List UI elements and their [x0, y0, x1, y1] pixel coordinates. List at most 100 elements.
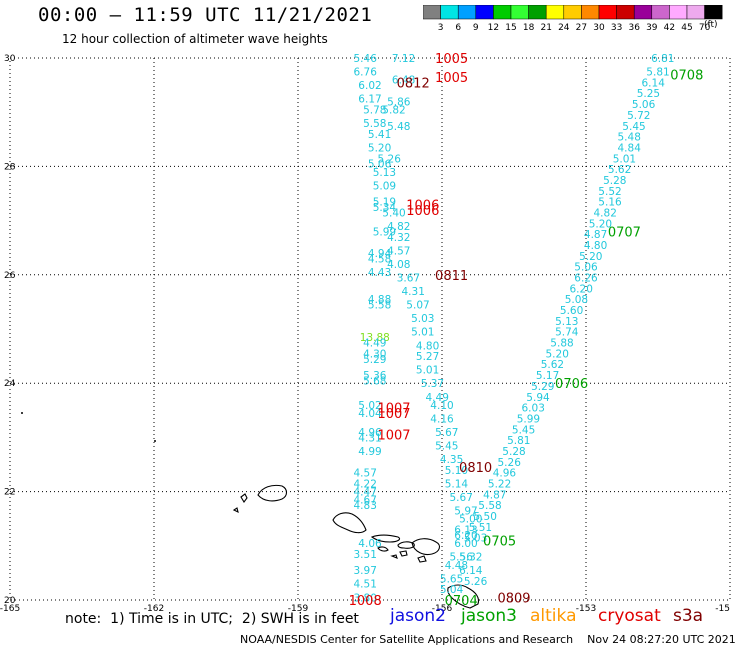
- wave-height-value: 5.45: [435, 441, 458, 453]
- wave-height-value: 4.10: [430, 400, 453, 412]
- wave-height-value: 5.13: [555, 316, 578, 328]
- wave-height-value: 5.67: [435, 427, 458, 439]
- lon-tick-label: -156: [432, 604, 453, 614]
- wave-height-value: 5.48: [618, 132, 641, 144]
- wave-height-value: 5.25: [637, 88, 660, 100]
- wave-height-value: 5.01: [613, 153, 636, 165]
- wave-height-value: 4.84: [618, 142, 642, 154]
- color-swatch: [704, 5, 723, 20]
- color-scale-units: (ft): [704, 20, 718, 30]
- wave-height-value: 5.62: [541, 359, 564, 371]
- wave-height-value: 4.80: [584, 240, 607, 252]
- wave-height-value: 7.12: [392, 53, 415, 65]
- wave-height-value: 5.27: [416, 351, 439, 363]
- wave-height-value: 5.07: [406, 300, 429, 312]
- wave-height-value: 4.57: [354, 468, 377, 480]
- legend-jason3: jason3: [461, 606, 517, 626]
- wave-height-value: 4.88: [368, 294, 391, 306]
- pass-time-labels: 1005100508121006100608111007100710071008…: [349, 52, 704, 609]
- wave-height-value: 5.40: [382, 207, 405, 219]
- wave-height-value: 5.13: [373, 167, 396, 179]
- pass-time-label: 0707: [608, 225, 641, 240]
- wave-height-value: 4.08: [387, 259, 410, 271]
- wave-height-value: 5.19: [373, 197, 396, 209]
- wave-height-value: 6.03: [522, 403, 545, 415]
- footer-note: note: 1) Time is in UTC; 2) SWH is in fe…: [65, 611, 359, 627]
- wave-height-value: 5.01: [416, 365, 439, 377]
- wave-height-value: 5.26: [378, 153, 402, 165]
- wave-height-value: 5.46: [354, 53, 378, 65]
- wave-height-value: 5.99: [517, 413, 540, 425]
- color-scale-label: 24: [558, 23, 570, 33]
- color-swatch: [475, 5, 494, 20]
- pass-time-label: 0705: [483, 534, 516, 549]
- wave-height-value: 5.20: [368, 142, 391, 154]
- wave-height-value: 5.56: [450, 552, 474, 564]
- color-scale-label: 3: [438, 23, 444, 33]
- wave-height-value: 4.96: [493, 468, 517, 480]
- wave-height-value: 6.13: [454, 525, 477, 537]
- wave-height-value: 4.57: [387, 245, 410, 257]
- wave-height-value: 4.06: [358, 538, 382, 550]
- pass-time-label: 1005: [435, 71, 468, 86]
- wave-height-value: 3.67: [397, 273, 420, 285]
- wave-height-value: 5.20: [546, 348, 569, 360]
- color-swatch: [686, 5, 705, 20]
- wave-height-value: 5.50: [474, 511, 497, 523]
- color-swatch: [669, 5, 688, 20]
- wave-height-value: 4.49: [363, 338, 386, 350]
- lon-tick-label: -15: [715, 604, 730, 614]
- wave-height-value: 5.03: [411, 313, 434, 325]
- color-scale-label: 30: [593, 23, 605, 33]
- wave-height-labels: 5.46 7.12 6.76 6.48 6.02 6.17 5.865.785.82 5.58…: [354, 53, 675, 604]
- wave-height-value: 4.31: [358, 432, 381, 444]
- wave-height-value: 5.28: [502, 446, 525, 458]
- color-scale-label: 15: [505, 23, 516, 33]
- pass-time-label: 1007: [377, 429, 410, 444]
- wave-height-value: 5.00: [459, 514, 482, 526]
- pass-time-label: 0708: [670, 68, 703, 83]
- lon-tick-label: -159: [288, 604, 309, 614]
- pass-time-label: 0704: [445, 594, 478, 609]
- wave-height-value: 5.94: [526, 392, 550, 404]
- wave-height-value: 4.49: [426, 392, 449, 404]
- wave-height-value: 5.10: [445, 465, 468, 477]
- wave-height-value: 5.97: [454, 506, 477, 518]
- color-scale-label: 12: [488, 23, 499, 33]
- wave-height-value: 5.01: [411, 327, 434, 339]
- wave-height-value: 4.82: [594, 207, 617, 219]
- wave-height-value: 4.87: [584, 229, 607, 241]
- lat-tick-label: 22: [4, 488, 15, 498]
- color-scale-label: 18: [523, 23, 535, 33]
- wave-height-value: 6.14: [459, 565, 483, 577]
- color-scale-label: 21: [540, 23, 551, 33]
- pass-time-label: 0812: [397, 76, 430, 91]
- wave-height-value: 5.04: [440, 584, 464, 596]
- wave-height-value: 5.16: [598, 197, 622, 209]
- axis-tick-labels: 30 28 26 24 22 20-165 -162 -159 -156 -153 -15: [0, 54, 730, 614]
- color-swatch: [651, 5, 670, 20]
- small-islets: [21, 412, 156, 442]
- wave-height-value: 4.99: [358, 446, 381, 458]
- wave-height-value: 6.02: [358, 80, 381, 92]
- wave-height-value: 5.48: [387, 121, 410, 133]
- wave-height-value: 5.20: [589, 218, 612, 230]
- wave-height-value: 5.37: [421, 378, 444, 390]
- wave-height-value: 5.09: [373, 180, 396, 192]
- wave-height-value: 5.08: [565, 294, 588, 306]
- color-swatch: [563, 5, 582, 20]
- lat-tick-label: 28: [4, 162, 16, 172]
- lat-tick-label: 20: [4, 596, 16, 606]
- legend-cryosat: cryosat: [598, 606, 661, 626]
- color-scale-label: 9: [473, 23, 479, 33]
- color-swatch: [510, 5, 529, 20]
- wave-height-value: 5.41: [368, 129, 391, 141]
- wave-height-value: 5.06: [632, 99, 656, 111]
- wave-height-value: 3.51: [354, 549, 377, 561]
- wave-height-value: 5.06: [368, 159, 392, 171]
- color-scale-label: 6: [455, 23, 461, 33]
- pass-time-label: 1008: [349, 594, 382, 609]
- legend-jason2: jason2: [390, 606, 446, 626]
- wave-height-value: 5.68: [363, 375, 386, 387]
- wave-height-value: 4.32: [387, 232, 410, 244]
